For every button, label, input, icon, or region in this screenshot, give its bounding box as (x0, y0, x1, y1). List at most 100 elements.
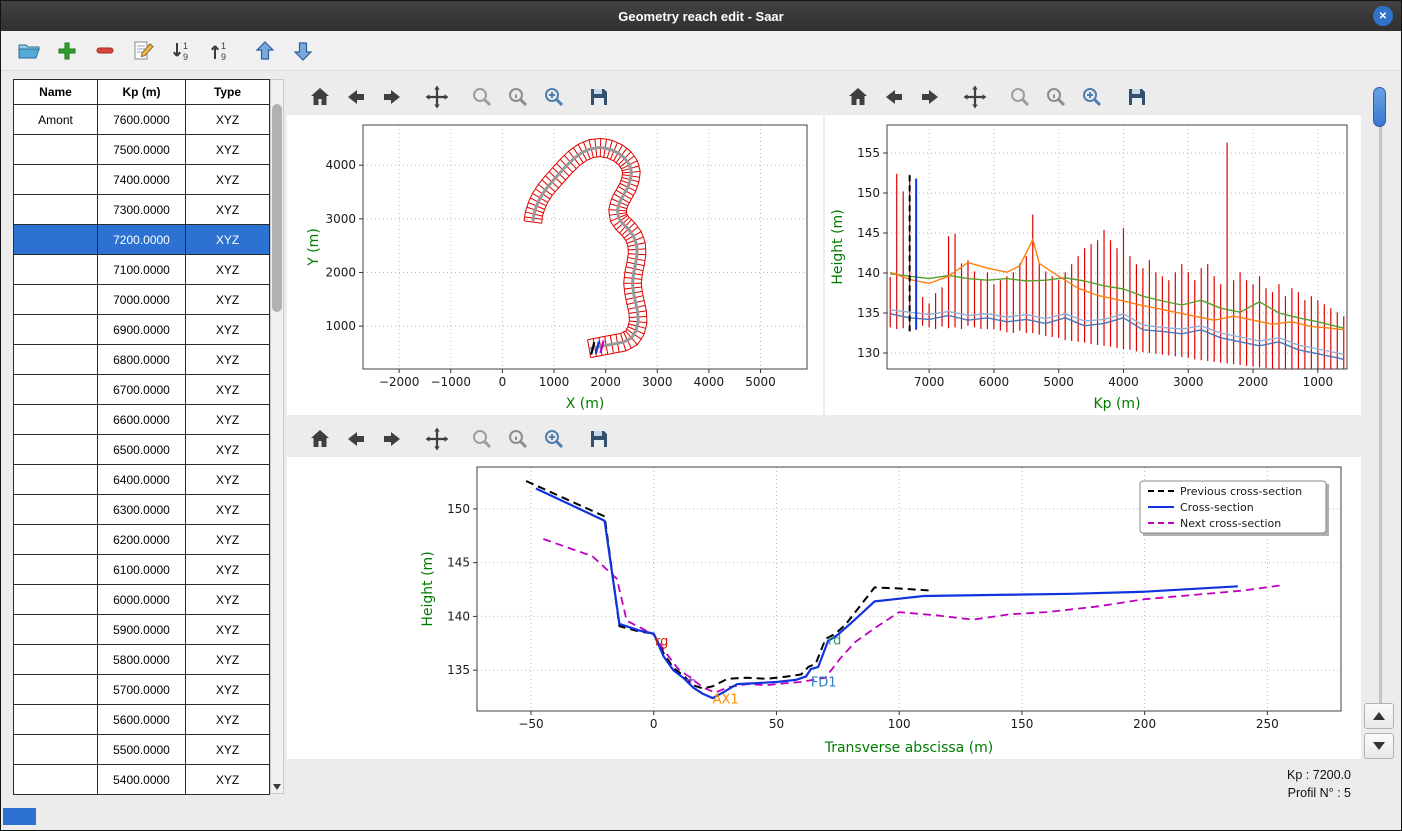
home-icon[interactable] (307, 426, 333, 452)
table-cell[interactable]: 7500.0000 (97, 134, 186, 165)
save-icon[interactable] (586, 426, 612, 452)
profile-down-button[interactable] (1364, 733, 1394, 759)
pan-icon[interactable] (962, 84, 988, 110)
edit-cross-section-icon[interactable] (129, 37, 156, 64)
table-cell[interactable] (13, 164, 98, 195)
zoom-icon[interactable] (1007, 84, 1033, 110)
table-cell[interactable]: 6500.0000 (97, 434, 186, 465)
table-cell[interactable] (13, 254, 98, 285)
table-cell[interactable]: XYZ (185, 584, 270, 615)
back-icon[interactable] (343, 426, 369, 452)
zoom-icon[interactable] (469, 84, 495, 110)
zoom-icon[interactable] (469, 426, 495, 452)
table-cell[interactable]: XYZ (185, 374, 270, 405)
table-row[interactable]: 6400.0000 XYZ (13, 464, 270, 495)
save-icon[interactable] (586, 84, 612, 110)
table-cell[interactable]: 7100.0000 (97, 254, 186, 285)
table-cell[interactable]: 6300.0000 (97, 494, 186, 525)
table-cell[interactable]: XYZ (185, 734, 270, 765)
forward-icon[interactable] (917, 84, 943, 110)
table-cell[interactable]: XYZ (185, 134, 270, 165)
zoom-to-rect-icon[interactable] (1079, 84, 1105, 110)
table-row[interactable]: 6500.0000 XYZ (13, 434, 270, 465)
table-cell[interactable]: XYZ (185, 764, 270, 795)
table-cell[interactable]: 6800.0000 (97, 344, 186, 375)
table-cell[interactable]: 6700.0000 (97, 374, 186, 405)
move-up-icon[interactable] (251, 37, 278, 64)
table-row[interactable]: 7400.0000 XYZ (13, 164, 270, 195)
table-scrollbar-thumb[interactable] (272, 104, 282, 312)
close-button[interactable]: ✕ (1373, 6, 1393, 26)
table-cell[interactable] (13, 314, 98, 345)
scroll-down-icon[interactable] (271, 780, 283, 793)
table-row[interactable]: 5500.0000 XYZ (13, 734, 270, 765)
back-icon[interactable] (343, 84, 369, 110)
remove-cross-section-icon[interactable] (91, 37, 118, 64)
table-scrollbar[interactable] (270, 79, 284, 794)
configure-subplots-icon[interactable] (1043, 84, 1069, 110)
add-cross-section-icon[interactable] (53, 37, 80, 64)
table-row[interactable]: 6000.0000 XYZ (13, 584, 270, 615)
zoom-slider-track[interactable] (1379, 87, 1382, 707)
table-cell[interactable] (13, 404, 98, 435)
table-cell[interactable] (13, 734, 98, 765)
table-row[interactable]: 7000.0000 XYZ (13, 284, 270, 315)
table-cell[interactable] (13, 494, 98, 525)
table-cell[interactable]: 6100.0000 (97, 554, 186, 585)
table-cell[interactable] (13, 584, 98, 615)
table-row[interactable]: 6200.0000 XYZ (13, 524, 270, 555)
table-cell[interactable] (13, 704, 98, 735)
table-cell[interactable]: 5800.0000 (97, 644, 186, 675)
pan-icon[interactable] (424, 84, 450, 110)
table-row[interactable]: 7300.0000 XYZ (13, 194, 270, 225)
table-row[interactable]: 5900.0000 XYZ (13, 614, 270, 645)
table-row[interactable]: 6800.0000 XYZ (13, 344, 270, 375)
table-cell[interactable]: 6900.0000 (97, 314, 186, 345)
table-cell[interactable] (13, 524, 98, 555)
table-row[interactable]: 7200.0000 XYZ (13, 224, 270, 255)
table-cell[interactable] (13, 764, 98, 795)
longitudinal-profile-figure[interactable]: 7000 6000 5000 4000 3000 2000 1000 130 135 140 145… (825, 115, 1361, 415)
table-cell[interactable]: XYZ (185, 434, 270, 465)
table-cell[interactable]: XYZ (185, 194, 270, 225)
pan-icon[interactable] (424, 426, 450, 452)
home-icon[interactable] (307, 84, 333, 110)
table-cell[interactable]: XYZ (185, 314, 270, 345)
table-cell[interactable]: 6600.0000 (97, 404, 186, 435)
home-icon[interactable] (845, 84, 871, 110)
table-row[interactable]: Amont 7600.0000 XYZ (13, 104, 270, 135)
table-cell[interactable] (13, 344, 98, 375)
table-row[interactable]: 5600.0000 XYZ (13, 704, 270, 735)
table-cell[interactable]: XYZ (185, 104, 270, 135)
table-cell[interactable]: 7600.0000 (97, 104, 186, 135)
table-cell[interactable] (13, 134, 98, 165)
table-cell[interactable]: 5400.0000 (97, 764, 186, 795)
table-row[interactable]: 6100.0000 XYZ (13, 554, 270, 585)
back-icon[interactable] (881, 84, 907, 110)
table-cell[interactable] (13, 434, 98, 465)
table-row[interactable]: 5800.0000 XYZ (13, 644, 270, 675)
zoom-slider-handle[interactable] (1373, 87, 1386, 127)
table-row[interactable]: 6900.0000 XYZ (13, 314, 270, 345)
table-cell[interactable]: 7300.0000 (97, 194, 186, 225)
open-icon[interactable] (15, 37, 42, 64)
zoom-to-rect-icon[interactable] (541, 84, 567, 110)
table-row[interactable]: 7500.0000 XYZ (13, 134, 270, 165)
table-cell[interactable]: 6000.0000 (97, 584, 186, 615)
table-cell[interactable]: XYZ (185, 404, 270, 435)
table-cell[interactable]: 5600.0000 (97, 704, 186, 735)
table-row[interactable]: 7100.0000 XYZ (13, 254, 270, 285)
forward-icon[interactable] (379, 426, 405, 452)
table-cell[interactable]: XYZ (185, 644, 270, 675)
table-cell[interactable]: XYZ (185, 554, 270, 585)
plan-view-figure[interactable]: −2000 −1000 0 1000 2000 3000 4000 5000 1000 2000 3… (287, 115, 823, 415)
table-cell[interactable] (13, 644, 98, 675)
table-cell[interactable] (13, 284, 98, 315)
table-row[interactable]: 6700.0000 XYZ (13, 374, 270, 405)
table-row[interactable]: 6600.0000 XYZ (13, 404, 270, 435)
table-cell[interactable]: XYZ (185, 674, 270, 705)
save-icon[interactable] (1124, 84, 1150, 110)
table-cell[interactable]: 5700.0000 (97, 674, 186, 705)
table-cell[interactable]: XYZ (185, 344, 270, 375)
